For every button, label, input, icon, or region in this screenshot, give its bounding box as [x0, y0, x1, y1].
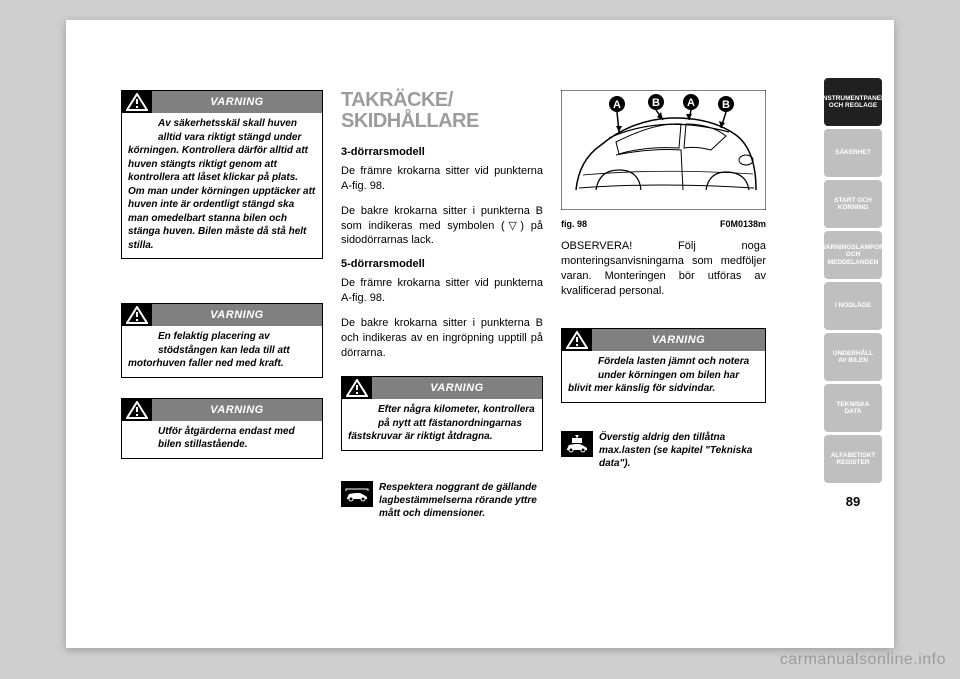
figure-98: A B A [561, 90, 766, 215]
warning-label: VARNING [592, 329, 765, 351]
tab-instrumentpanel[interactable]: INSTRUMENTPANEL OCH REGLAGE [824, 78, 882, 126]
tab-register[interactable]: ALFABETISKT REGISTER [824, 435, 882, 483]
subheading-5door: 5-dörrarsmodell [341, 258, 543, 270]
warning-triangle-icon [562, 329, 592, 351]
warning-label: VARNING [152, 399, 322, 421]
warning-text-1: Av säkerhetsskäl skall huven alltid vara… [128, 118, 315, 251]
page-number: 89 [824, 494, 882, 509]
figure-label: fig. 98 [561, 219, 587, 229]
tab-underhall[interactable]: UNDERHÅLL AV BILEN [824, 333, 882, 381]
note-box-2: Överstig aldrig den tillåtna max.lasten … [561, 431, 766, 470]
warning-box-2: VARNING En felaktig placering av stödstå… [121, 303, 323, 378]
warning-body-2: En felaktig placering av stödstången kan… [122, 326, 322, 377]
warning-body-1: Av säkerhetsskäl skall huven alltid vara… [122, 113, 322, 258]
content-columns: VARNING Av säkerhetsskäl skall huven all… [121, 90, 766, 540]
warning-header: VARNING [122, 91, 322, 113]
observe-paragraph: OBSERVERA! Följ noga monteringsanvisning… [561, 239, 766, 298]
warning-header: VARNING [122, 399, 322, 421]
column-1: VARNING Av säkerhetsskäl skall huven all… [121, 90, 323, 540]
warning-body-3: Utför åtgärderna endast med bilen stilla… [122, 421, 322, 458]
warning-triangle-icon [122, 399, 152, 421]
warning-header: VARNING [342, 377, 542, 399]
svg-text:B: B [652, 97, 660, 109]
warning-text-3: Utför åtgärderna endast med bilen stilla… [158, 426, 295, 451]
warning-triangle-icon [342, 377, 372, 399]
warning-box-5: VARNING Fördela lasten jämnt och notera … [561, 328, 766, 403]
warning-header: VARNING [122, 304, 322, 326]
figure-caption: fig. 98 F0M0138m [561, 219, 766, 229]
warning-triangle-icon [122, 304, 152, 326]
tab-start-korning[interactable]: START OCH KÖRNING [824, 180, 882, 228]
note-text-2: Överstig aldrig den tillåtna max.lasten … [599, 431, 766, 470]
warning-label: VARNING [152, 304, 322, 326]
paragraph: De bakre krokarna sitter i punkterna B s… [341, 204, 543, 249]
note-text-1: Respektera noggrant de gällande lagbestä… [379, 481, 543, 520]
car-load-icon [561, 431, 593, 457]
warning-label: VARNING [372, 377, 542, 399]
subheading-3door: 3-dörrarsmodell [341, 146, 543, 158]
car-dimension-icon [341, 481, 373, 507]
warning-box-1: VARNING Av säkerhetsskäl skall huven all… [121, 90, 323, 259]
section-tabs-sidebar: INSTRUMENTPANEL OCH REGLAGE SÄKERHET STA… [824, 78, 882, 509]
column-3: A B A [561, 90, 766, 540]
figure-code: F0M0138m [720, 219, 766, 229]
section-heading: TAKRÄCKE/ SKIDHÅLLARE [341, 90, 543, 132]
tab-varningslampor[interactable]: VARNINGSLAMPOR OCH MEDDELANDEN [824, 231, 882, 279]
paragraph: De främre krokarna sitter vid punkterna … [341, 164, 543, 194]
warning-triangle-icon [122, 91, 152, 113]
tab-sakerhet[interactable]: SÄKERHET [824, 129, 882, 177]
svg-text:B: B [722, 99, 730, 111]
column-2: TAKRÄCKE/ SKIDHÅLLARE 3-dörrarsmodell De… [341, 90, 543, 540]
paragraph: De bakre krokarna sitter i punkterna B o… [341, 316, 543, 361]
manual-page: VARNING Av säkerhetsskäl skall huven all… [66, 20, 894, 648]
svg-text:A: A [613, 99, 621, 111]
svg-text:A: A [687, 97, 695, 109]
warning-box-4: VARNING Efter några kilometer, kontrolle… [341, 376, 543, 451]
paragraph: De främre krokarna sitter vid punkterna … [341, 276, 543, 306]
tab-tekniska-data[interactable]: TEKNISKA DATA [824, 384, 882, 432]
warning-body-4: Efter några kilometer, kontrollera på ny… [342, 399, 542, 450]
watermark: carmanualsonline.info [780, 651, 946, 669]
warning-header: VARNING [562, 329, 765, 351]
warning-body-5: Fördela lasten jämnt och notera under kö… [562, 351, 765, 402]
note-box-1: Respektera noggrant de gällande lagbestä… [341, 481, 543, 520]
warning-label: VARNING [152, 91, 322, 113]
warning-box-3: VARNING Utför åtgärderna endast med bile… [121, 398, 323, 459]
tab-nodlage[interactable]: I NÖDLÄGE [824, 282, 882, 330]
